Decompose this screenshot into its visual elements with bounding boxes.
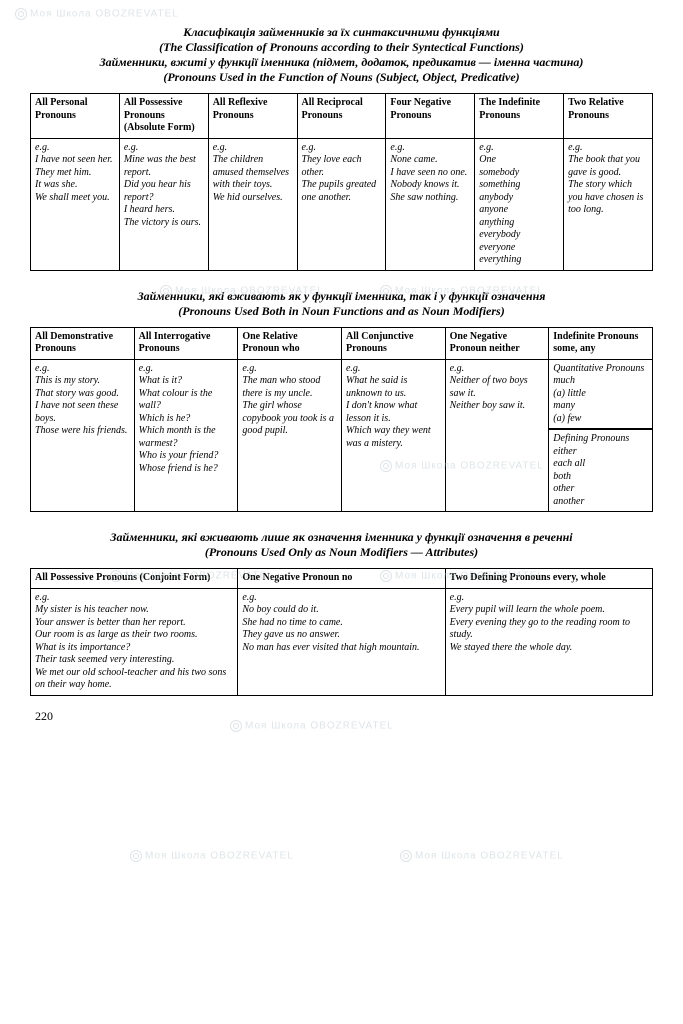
table-row: All Possessive Pronouns (Conjoint Form) …	[31, 569, 653, 589]
col-header: All Possessive Pronouns (Conjoint Form)	[31, 569, 238, 589]
cell-top: Quantitative Pronouns much(a) littlemany…	[549, 360, 652, 430]
table-3: All Possessive Pronouns (Conjoint Form) …	[30, 568, 653, 696]
col-header: Four Negative Pronouns	[386, 94, 475, 139]
section3-title: Займенники, які вживають лише як означен…	[30, 530, 653, 560]
watermark: Моя Школа OBOZREVATEL	[400, 850, 564, 862]
col-header: Two Defining Pronouns every, whole	[445, 569, 652, 589]
cell: e.g.None came.I have seen no one.Nobody …	[386, 138, 475, 270]
col-header: All Reciprocal Pronouns	[297, 94, 386, 139]
section3-title-uk: Займенники, які вживають лише як означен…	[30, 530, 653, 545]
table-row: e.g.I have not seen her.They met him.It …	[31, 138, 653, 270]
cell: e.g.What he said is unknown to us.I don'…	[341, 359, 445, 512]
cell: e.g.The man who stood there is my uncle.…	[238, 359, 342, 512]
col-header: One Relative Pronoun who	[238, 327, 342, 359]
table-1: All Personal Pronouns All Possessive Pro…	[30, 93, 653, 271]
col-header: Two Relative Pronouns	[564, 94, 653, 139]
cell-split: Quantitative Pronouns much(a) littlemany…	[549, 359, 653, 512]
table-2: All Demonstrative Pronouns All Interroga…	[30, 327, 653, 513]
col-header: All Possessive Pronouns (Absolute Form)	[119, 94, 208, 139]
col-header: All Personal Pronouns	[31, 94, 120, 139]
cell: e.g.Mine was the best report.Did you hea…	[119, 138, 208, 270]
cell-bottom: Defining Pronounseithereach allbothother…	[549, 429, 652, 511]
cell: e.g.No boy could do it.She had no time t…	[238, 588, 445, 695]
cell: e.g.This is my story.That story was good…	[31, 359, 135, 512]
cell: e.g.The children amused themselves with …	[208, 138, 297, 270]
col-header: The Indefinite Pronouns	[475, 94, 564, 139]
section1-title-uk: Класифікація займенників за їх синтаксич…	[30, 25, 653, 40]
col-header: One Negative Pronoun neither	[445, 327, 549, 359]
table-row: All Personal Pronouns All Possessive Pro…	[31, 94, 653, 139]
col-header: All Interrogative Pronouns	[134, 327, 238, 359]
cell: e.g.Onesomebodysomethinganybodyanyoneany…	[475, 138, 564, 270]
section1-title-en: (The Classification of Pronouns accordin…	[30, 40, 653, 55]
table-row: e.g.My sister is his teacher now.Your an…	[31, 588, 653, 695]
section2-title-en: (Pronouns Used Both in Noun Functions an…	[30, 304, 653, 319]
table-row: e.g.This is my story.That story was good…	[31, 359, 653, 512]
section2-title: Займенники, які вживають як у функції ім…	[30, 289, 653, 319]
watermark: Моя Школа OBOZREVATEL	[15, 8, 179, 20]
cell: e.g.I have not seen her.They met him.It …	[31, 138, 120, 270]
cell: e.g.My sister is his teacher now.Your an…	[31, 588, 238, 695]
cell: e.g.Neither of two boys saw it.Neither b…	[445, 359, 549, 512]
watermark: Моя Школа OBOZREVATEL	[130, 850, 294, 862]
page-number: 220	[35, 709, 53, 724]
section1-title: Класифікація займенників за їх синтаксич…	[30, 25, 653, 85]
col-header: One Negative Pronoun no	[238, 569, 445, 589]
cell: e.g.They love each other.The pupils grea…	[297, 138, 386, 270]
section2-title-uk: Займенники, які вживають як у функції ім…	[30, 289, 653, 304]
section1-subtitle-en: (Pronouns Used in the Function of Nouns …	[30, 70, 653, 85]
cell: e.g.What is it?What colour is the wall?W…	[134, 359, 238, 512]
section1-subtitle-uk: Займенники, вжиті у функції іменника (пі…	[30, 55, 653, 70]
watermark: Моя Школа OBOZREVATEL	[230, 720, 394, 732]
col-header: All Conjunctive Pronouns	[341, 327, 445, 359]
col-header: All Reflexive Pronouns	[208, 94, 297, 139]
cell: e.g.The book that you gave is good.The s…	[564, 138, 653, 270]
col-header: Indefinite Pronouns some, any	[549, 327, 653, 359]
section3-title-en: (Pronouns Used Only as Noun Modifiers — …	[30, 545, 653, 560]
col-header: All Demonstrative Pronouns	[31, 327, 135, 359]
cell: e.g.Every pupil will learn the whole poe…	[445, 588, 652, 695]
table-row: All Demonstrative Pronouns All Interroga…	[31, 327, 653, 359]
